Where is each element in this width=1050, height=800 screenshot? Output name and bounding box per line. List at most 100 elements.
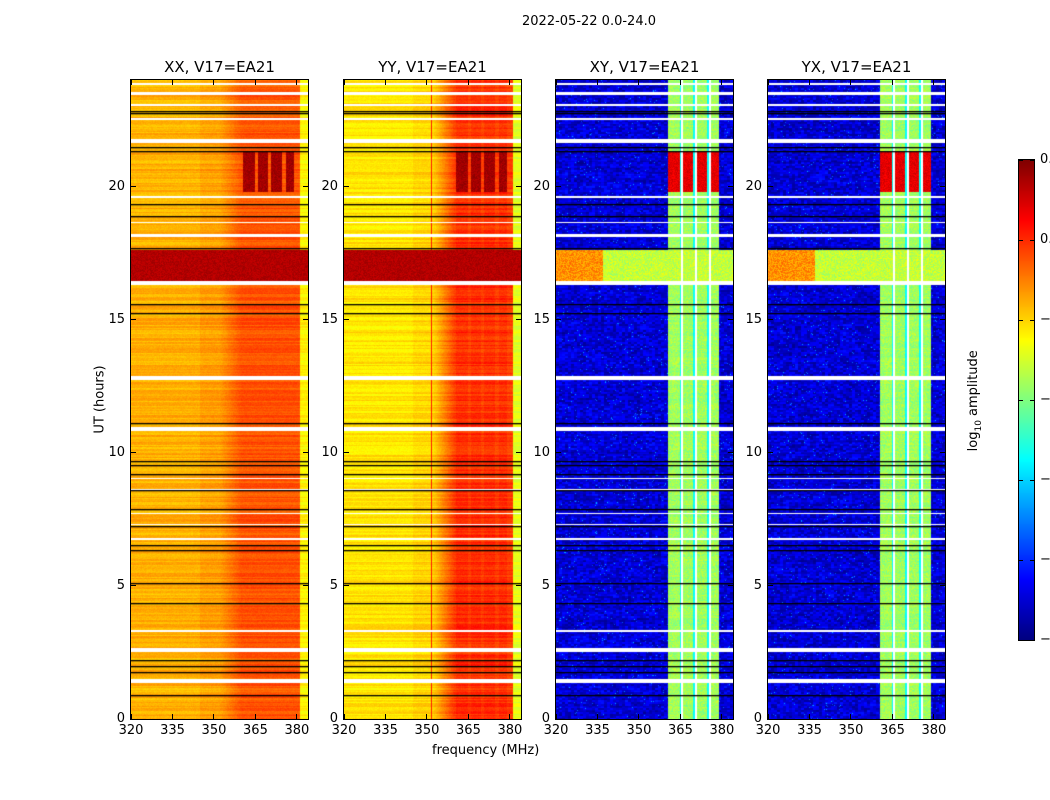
colorbar-tick [1030, 559, 1034, 561]
x-axis-label: frequency (MHz) [432, 743, 540, 758]
x-tick [343, 714, 345, 719]
y-tick [131, 585, 136, 587]
x-tick-label: 380 [497, 723, 523, 738]
x-tick-label: 320 [755, 723, 781, 738]
colorbar-tick [1019, 399, 1023, 401]
y-tick-label: 15 [321, 311, 338, 327]
heatmap-yy [344, 80, 521, 719]
x-tick [130, 714, 132, 719]
y-tick-label: 0 [541, 711, 550, 726]
y-tick-label: 5 [541, 577, 550, 593]
y-tick [940, 186, 945, 187]
x-tick-label: 365 [880, 723, 905, 738]
colorbar-label: log10 amplitude [966, 336, 984, 466]
y-tick [344, 319, 349, 321]
y-tick [728, 452, 733, 454]
x-tick-label: 365 [243, 723, 268, 738]
y-tick [768, 319, 773, 321]
colorbar-tick-label: −2.5 [1040, 632, 1050, 647]
x-tick-label: 350 [626, 723, 652, 738]
colorbar-label-rest: amplitude [966, 350, 982, 421]
y-tick [768, 718, 773, 720]
colorbar-tick [1030, 159, 1034, 161]
y-tick [556, 452, 561, 454]
colorbar-tick-label: −1.5 [1040, 472, 1050, 487]
y-tick-label: 15 [108, 311, 125, 327]
y-tick [768, 452, 773, 454]
y-tick [556, 186, 561, 187]
x-tick [721, 714, 723, 719]
colorbar-tick [1019, 639, 1023, 641]
x-tick [850, 714, 852, 719]
x-tick [767, 714, 769, 719]
y-tick [303, 319, 308, 321]
x-tick [596, 80, 598, 85]
y-tick [556, 718, 561, 720]
x-tick [808, 714, 810, 719]
panel-title: XX, V17=EA21 [164, 58, 275, 76]
colorbar-tick [1019, 559, 1023, 561]
heatmap-yx [768, 80, 945, 719]
x-tick-label: 350 [414, 723, 440, 738]
x-tick [426, 80, 428, 85]
colorbar [1018, 159, 1035, 641]
y-tick [516, 452, 521, 454]
panel-yx: YX, V17=EA21 [767, 58, 946, 720]
y-tick [344, 452, 349, 454]
x-tick [254, 714, 256, 719]
x-tick [850, 80, 852, 85]
x-tick [509, 714, 511, 719]
y-tick [344, 585, 349, 587]
y-tick [940, 452, 945, 454]
x-tick [296, 714, 298, 719]
x-tick-label: 350 [201, 723, 227, 738]
colorbar-tick [1030, 639, 1034, 641]
x-tick [509, 80, 511, 85]
x-tick-label: 365 [456, 723, 481, 738]
x-tick-label: 335 [797, 723, 822, 738]
colorbar-tick [1030, 399, 1034, 401]
colorbar-tick-label: 0.0 [1040, 232, 1050, 247]
colorbar-tick [1019, 239, 1023, 241]
y-tick-label: 0 [753, 711, 762, 726]
colorbar-tick [1030, 479, 1034, 481]
x-tick [130, 80, 132, 85]
panel-title: XY, V17=EA21 [589, 58, 700, 76]
colorbar-tick [1030, 239, 1034, 241]
colorbar-label-main: log [966, 431, 982, 452]
x-tick [467, 714, 469, 719]
x-tick-label: 335 [373, 723, 398, 738]
y-tick-label: 5 [753, 577, 762, 593]
y-tick [728, 319, 733, 321]
y-tick [940, 319, 945, 321]
y-tick-label: 5 [329, 577, 338, 593]
x-tick [933, 80, 935, 85]
y-tick [516, 186, 521, 187]
x-tick [638, 80, 640, 85]
x-tick-label: 320 [118, 723, 144, 738]
x-tick [213, 80, 215, 85]
y-tick [556, 585, 561, 587]
y-tick [131, 452, 136, 454]
colorbar-tick-label: 0.5 [1040, 152, 1050, 167]
y-tick-label: 10 [533, 444, 550, 460]
x-tick [767, 80, 769, 85]
y-tick [303, 452, 308, 454]
x-tick [343, 80, 345, 85]
colorbar-tick-label: −1.0 [1040, 392, 1050, 407]
y-tick [728, 186, 733, 187]
y-tick [728, 718, 733, 720]
x-tick [679, 714, 681, 719]
colorbar-label-sub: 10 [973, 420, 984, 432]
x-tick [808, 80, 810, 85]
panel-yy: YY, V17=EA21 [343, 58, 522, 720]
x-tick-label: 350 [838, 723, 864, 738]
y-tick-label: 10 [321, 444, 338, 460]
x-tick [891, 714, 893, 719]
x-tick [596, 714, 598, 719]
y-tick-label: 10 [745, 444, 762, 460]
x-tick-label: 380 [921, 723, 947, 738]
y-axis-label: UT (hours) [92, 365, 108, 434]
y-tick-label: 20 [108, 178, 125, 194]
y-tick-label: 0 [329, 711, 338, 726]
